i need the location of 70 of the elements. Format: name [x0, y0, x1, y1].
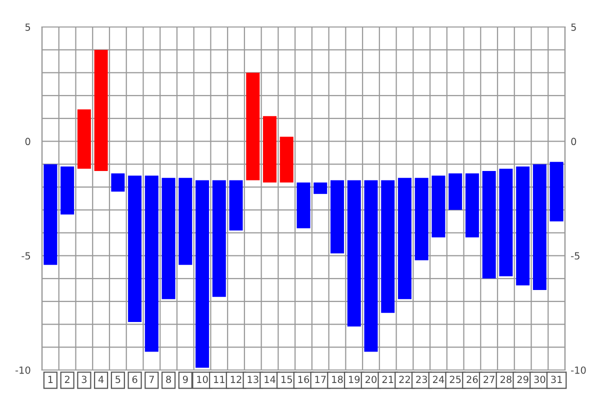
bar: [60, 166, 74, 215]
x-tick-label: 11: [214, 376, 224, 383]
bar: [280, 136, 294, 182]
bar: [111, 173, 125, 192]
y2-tick-label: 5: [571, 24, 576, 31]
x-tick-label: 20: [366, 376, 377, 384]
x-tick-label: 25: [450, 376, 461, 384]
x-tick-label: 8: [166, 376, 171, 384]
x-tick-label: 14: [264, 376, 276, 383]
bar: [196, 180, 210, 368]
x-tick-label: 3: [82, 376, 86, 384]
x-tick-label: 2: [64, 376, 70, 383]
bar: [550, 162, 564, 222]
x-tick-label: 27: [484, 376, 494, 383]
bar: [381, 180, 395, 313]
bar: [314, 182, 328, 194]
bar: [246, 72, 260, 180]
y2-tick-label: 0: [571, 138, 576, 146]
bar: [398, 178, 412, 300]
y-tick-label: -10: [15, 366, 30, 374]
bar: [482, 171, 496, 279]
x-tick-label: 19: [348, 376, 360, 384]
x-tick-label: 17: [315, 376, 326, 383]
x-tick-label: 16: [298, 376, 310, 384]
x-tick-label: 12: [230, 376, 242, 383]
x-tick-label: 10: [197, 376, 208, 384]
bar: [144, 176, 158, 352]
bar: [499, 168, 513, 276]
bar: [330, 180, 344, 254]
x-tick-label: 6: [132, 376, 138, 384]
x-tick-label: 28: [500, 376, 512, 384]
x-tick-label: 23: [416, 376, 428, 384]
x-tick-label: 29: [517, 376, 528, 384]
bar: [414, 178, 428, 260]
bar: [364, 180, 378, 352]
x-tick-label: 26: [466, 376, 478, 384]
y-tick-label: 5: [25, 24, 30, 31]
bar: [212, 180, 226, 297]
bar: [162, 178, 176, 300]
x-tick-label: 5: [116, 376, 120, 384]
x-tick-label: 22: [399, 376, 410, 383]
bar: [532, 164, 546, 290]
bar: [448, 173, 462, 210]
bar: [263, 116, 277, 182]
x-tick-label: 9: [182, 376, 188, 384]
x-tick-label: 24: [432, 376, 444, 383]
bar: [178, 178, 192, 265]
bar: [432, 176, 446, 238]
bar: [516, 166, 530, 286]
x-tick-label: 7: [149, 376, 154, 383]
bar: [229, 180, 243, 231]
bar: [465, 173, 479, 238]
y2-tick-label: -10: [571, 366, 586, 374]
x-tick-label: 13: [248, 376, 258, 384]
y2-tick-label: -5: [571, 252, 580, 260]
bar: [44, 164, 58, 265]
x-tick-label: 30: [534, 376, 546, 384]
x-tick-label: 1: [48, 376, 53, 383]
bar: [128, 176, 142, 322]
y-tick-label: 0: [25, 138, 30, 146]
x-tick-label: 4: [98, 376, 104, 383]
y-tick-label: -5: [22, 252, 30, 260]
bar: [296, 182, 310, 228]
x-tick-label: 15: [282, 376, 292, 384]
x-tick-label: 31: [551, 376, 562, 384]
x-tick-label: 18: [332, 376, 343, 384]
x-tick-label: 21: [382, 376, 394, 383]
bar: [347, 180, 361, 327]
bar: [94, 50, 108, 172]
bar: [77, 109, 91, 169]
